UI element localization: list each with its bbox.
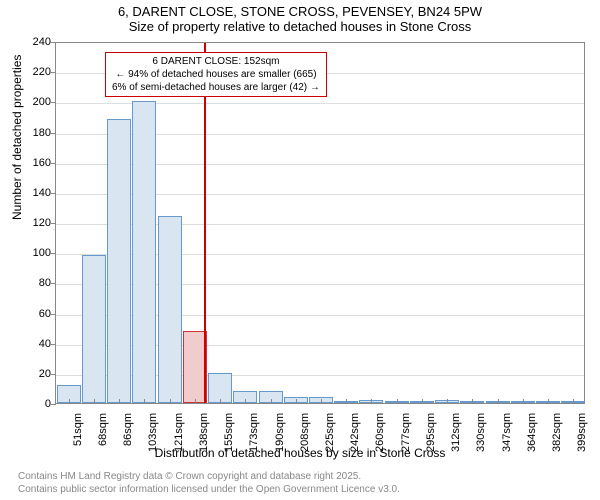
bar [107, 119, 131, 403]
footer-line-2: Contains public sector information licen… [18, 483, 400, 496]
xtick-mark [397, 399, 398, 404]
ytick-label: 140 [33, 187, 51, 199]
xtick-mark [371, 399, 372, 404]
annotation-line-3: 6% of semi-detached houses are larger (4… [112, 81, 320, 94]
bar [158, 216, 182, 403]
x-axis-label: Distribution of detached houses by size … [0, 446, 600, 460]
ytick-label: 80 [39, 277, 51, 289]
bar [132, 101, 156, 403]
ytick-label: 120 [33, 217, 51, 229]
xtick-mark [94, 399, 95, 404]
xtick-mark [498, 399, 499, 404]
xtick-label: 86sqm [122, 413, 134, 446]
ytick-label: 180 [33, 127, 51, 139]
xtick-mark [245, 399, 246, 404]
ytick-label: 0 [45, 398, 51, 410]
bar [82, 255, 106, 403]
chart-container: 6 DARENT CLOSE: 152sqm ← 94% of detached… [55, 42, 585, 404]
ytick-label: 160 [33, 157, 51, 169]
xtick-mark [573, 399, 574, 404]
footer: Contains HM Land Registry data © Crown c… [18, 470, 400, 496]
xtick-mark [69, 399, 70, 404]
ytick-mark [51, 404, 56, 405]
title-line-2: Size of property relative to detached ho… [0, 19, 600, 34]
annotation-line-2: ← 94% of detached houses are smaller (66… [112, 68, 320, 81]
ytick-label: 60 [39, 308, 51, 320]
title-line-1: 6, DARENT CLOSE, STONE CROSS, PEVENSEY, … [0, 4, 600, 19]
xtick-label: 51sqm [72, 413, 84, 446]
ytick-label: 200 [33, 96, 51, 108]
ytick-label: 20 [39, 368, 51, 380]
xtick-mark [220, 399, 221, 404]
ytick-label: 100 [33, 247, 51, 259]
chart-title: 6, DARENT CLOSE, STONE CROSS, PEVENSEY, … [0, 0, 600, 34]
ytick-label: 220 [33, 66, 51, 78]
xtick-mark [296, 399, 297, 404]
xtick-mark [321, 399, 322, 404]
xtick-mark [346, 399, 347, 404]
xtick-mark [548, 399, 549, 404]
xtick-mark [119, 399, 120, 404]
xtick-mark [195, 399, 196, 404]
xtick-label: 68sqm [97, 413, 109, 446]
ytick-label: 240 [33, 36, 51, 48]
marker-line [204, 43, 206, 403]
xtick-mark [447, 399, 448, 404]
xtick-mark [170, 399, 171, 404]
ytick-label: 40 [39, 338, 51, 350]
xtick-mark [144, 399, 145, 404]
footer-line-1: Contains HM Land Registry data © Crown c… [18, 470, 400, 483]
annotation-line-1: 6 DARENT CLOSE: 152sqm [112, 55, 320, 68]
xtick-mark [472, 399, 473, 404]
xtick-mark [271, 399, 272, 404]
xtick-mark [422, 399, 423, 404]
xtick-mark [523, 399, 524, 404]
annotation-box: 6 DARENT CLOSE: 152sqm ← 94% of detached… [105, 52, 327, 97]
